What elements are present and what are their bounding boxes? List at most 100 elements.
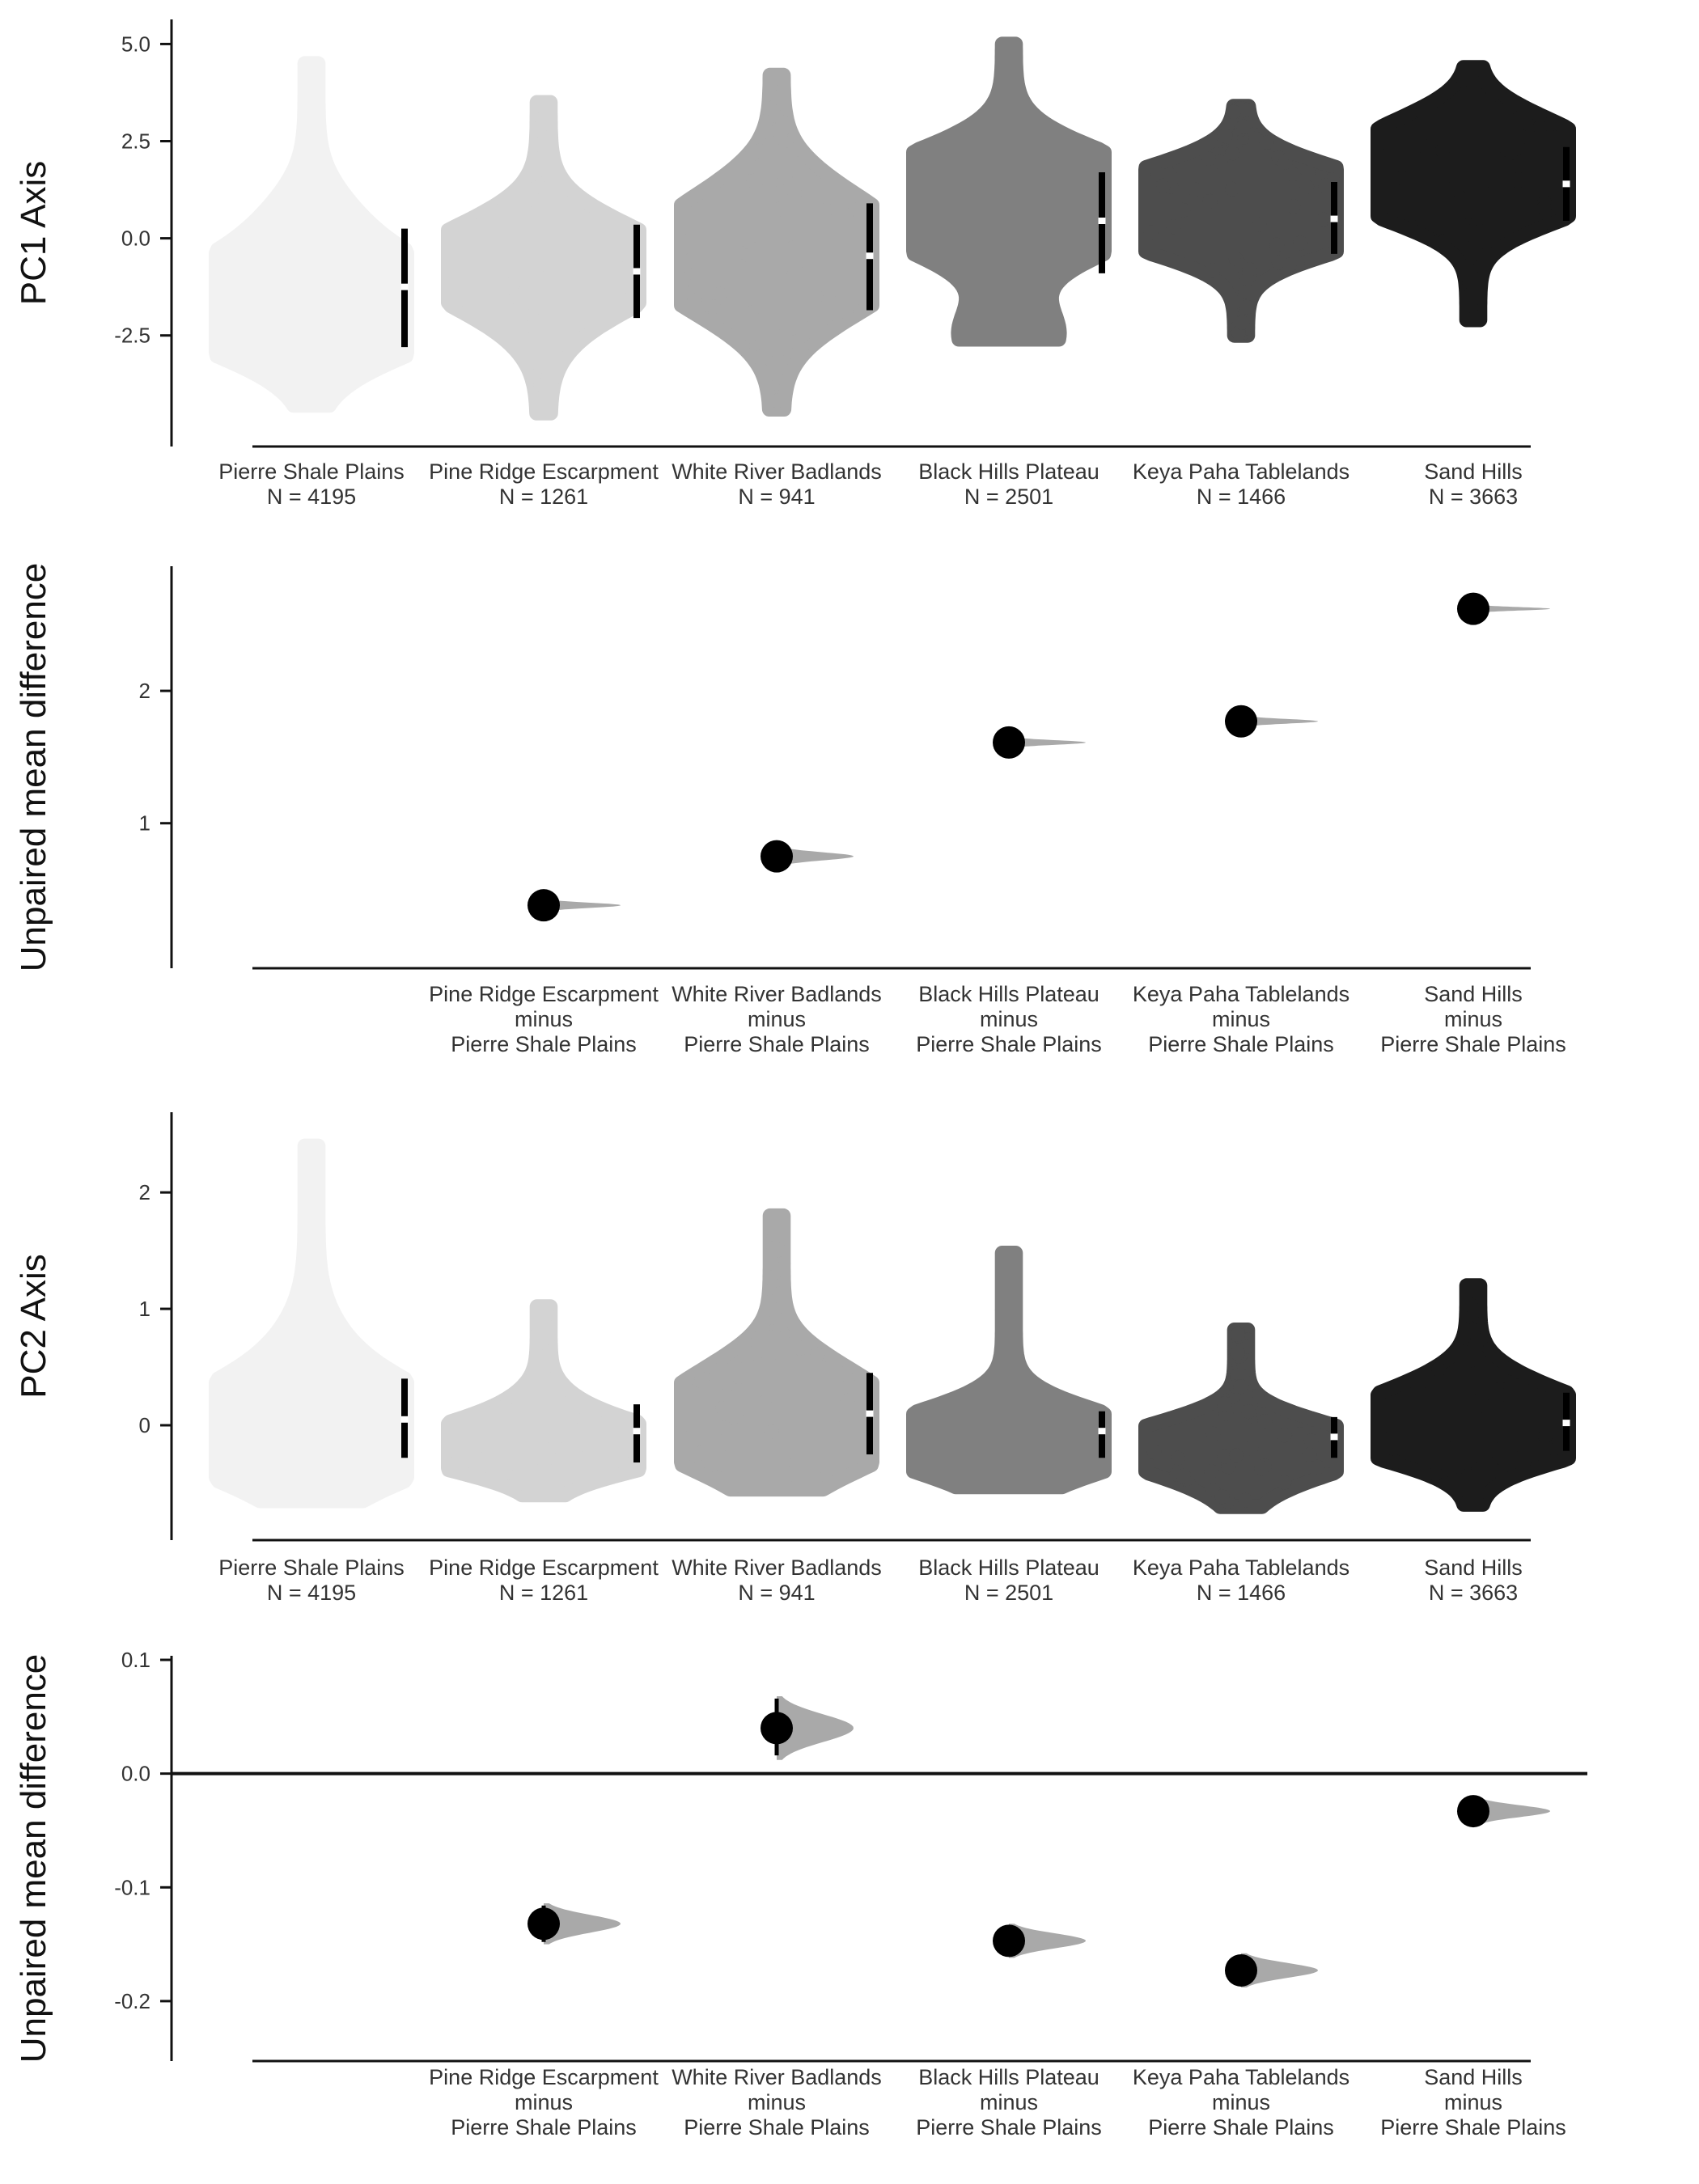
swarm-point (1163, 167, 1177, 182)
swarm-point (280, 1491, 295, 1505)
swarm-point (1049, 1454, 1064, 1469)
swarm-point (262, 1334, 278, 1349)
swarm-point (528, 265, 544, 281)
swarm-point (1532, 120, 1548, 135)
swarm-point (744, 305, 759, 320)
swarm-point (1239, 102, 1254, 117)
swarm-point (737, 1415, 752, 1430)
swarm-point (741, 248, 756, 263)
swarm-point (1463, 263, 1478, 278)
swarm-point (533, 1367, 549, 1382)
swarm-point (1257, 1414, 1273, 1429)
swarm-point (756, 1395, 772, 1411)
swarm-point (808, 289, 824, 304)
contrast-3 (993, 726, 1086, 759)
swarm-point (727, 1402, 741, 1417)
contrast-label: Sand Hills (1424, 2065, 1523, 2089)
swarm-point (322, 1424, 337, 1440)
swarm-point (1214, 1489, 1230, 1505)
swarm-point (539, 146, 554, 162)
swarm-point (1236, 119, 1252, 134)
swarm-point (536, 111, 551, 126)
swarm-group-3 (674, 67, 879, 417)
swarm-point (953, 274, 968, 290)
swarm-point (532, 125, 547, 140)
swarm-point (309, 1183, 324, 1197)
swarm-point (1299, 179, 1315, 194)
swarm-point (838, 208, 854, 223)
swarm-point (764, 1424, 779, 1439)
swarm-point (715, 1401, 731, 1416)
swarm-point (1284, 146, 1299, 161)
swarm-point (1037, 167, 1053, 182)
swarm-point (526, 369, 541, 384)
swarm-point (345, 284, 360, 299)
swarm-point (362, 1396, 378, 1412)
swarm-point (1009, 1416, 1024, 1431)
swarm-point (358, 266, 373, 281)
swarm-point (299, 1343, 314, 1358)
swarm-point (1034, 254, 1049, 269)
y-axis-title: Unpaired mean difference (14, 563, 53, 972)
contrast-label: minus (515, 2090, 573, 2114)
swarm-point (1286, 167, 1300, 182)
swarm-point (1494, 158, 1509, 173)
effect-size-dot (761, 840, 793, 873)
swarm-group-2 (441, 95, 646, 421)
swarm-point (772, 1286, 787, 1302)
swarm-point (304, 1224, 320, 1239)
swarm-point (1415, 1386, 1430, 1402)
swarm-point (1235, 315, 1250, 330)
swarm-point (756, 258, 771, 273)
swarm-point (1241, 1404, 1256, 1420)
swarm-point (1463, 1427, 1478, 1442)
contrast-label: White River Badlands (672, 982, 882, 1006)
swarm-point (1205, 263, 1220, 278)
swarm-point (994, 1302, 1010, 1318)
swarm-point (1156, 178, 1171, 193)
swarm-point (974, 199, 989, 214)
swarm-point (309, 1145, 324, 1160)
contrast-label: Black Hills Plateau (918, 2065, 1099, 2089)
swarm-point (787, 142, 803, 158)
contrast-2 (761, 1696, 854, 1760)
swarm-point (487, 1403, 502, 1419)
contrast-label: Pierre Shale Plains (1148, 1032, 1334, 1056)
swarm-point (1233, 1379, 1248, 1395)
swarm-point (244, 1433, 260, 1448)
contrast-4 (1225, 705, 1318, 738)
swarm-point (566, 1409, 581, 1424)
swarm-point (1462, 1284, 1477, 1299)
swarm-point (752, 349, 767, 365)
swarm-point (943, 145, 959, 160)
group-label: Keya Paha Tablelands (1133, 459, 1349, 484)
swarm-point (1239, 299, 1255, 315)
swarm-point (1188, 182, 1203, 197)
swarm-point (1006, 38, 1020, 53)
swarm-point (1014, 1445, 1028, 1461)
swarm-group-6 (1371, 1278, 1576, 1512)
swarm-point (772, 1224, 787, 1238)
swarm-point (352, 217, 367, 232)
y-tick-label: -2.5 (114, 324, 150, 348)
swarm-point (265, 1428, 280, 1443)
swarm-point (548, 1433, 562, 1449)
swarm-point (527, 330, 542, 345)
swarm-point (301, 1198, 316, 1213)
contrast-label: Pine Ridge Escarpment (429, 2065, 659, 2089)
group-n-label: N = 2501 (964, 1581, 1053, 1605)
swarm-point (347, 1450, 362, 1465)
swarm-point (1225, 181, 1239, 197)
effect-size-dot (1225, 1953, 1257, 1987)
swarm-point (345, 242, 361, 256)
swarm-point (1547, 1454, 1561, 1469)
swarm-point (987, 208, 1002, 223)
swarm-point (289, 299, 304, 315)
swarm-point (1458, 1471, 1473, 1487)
swarm-point (1217, 1396, 1232, 1412)
group-n-label: N = 3663 (1429, 1581, 1518, 1605)
swarm-point (1143, 225, 1159, 240)
swarm-point (765, 1302, 780, 1318)
swarm-point (1052, 167, 1067, 182)
